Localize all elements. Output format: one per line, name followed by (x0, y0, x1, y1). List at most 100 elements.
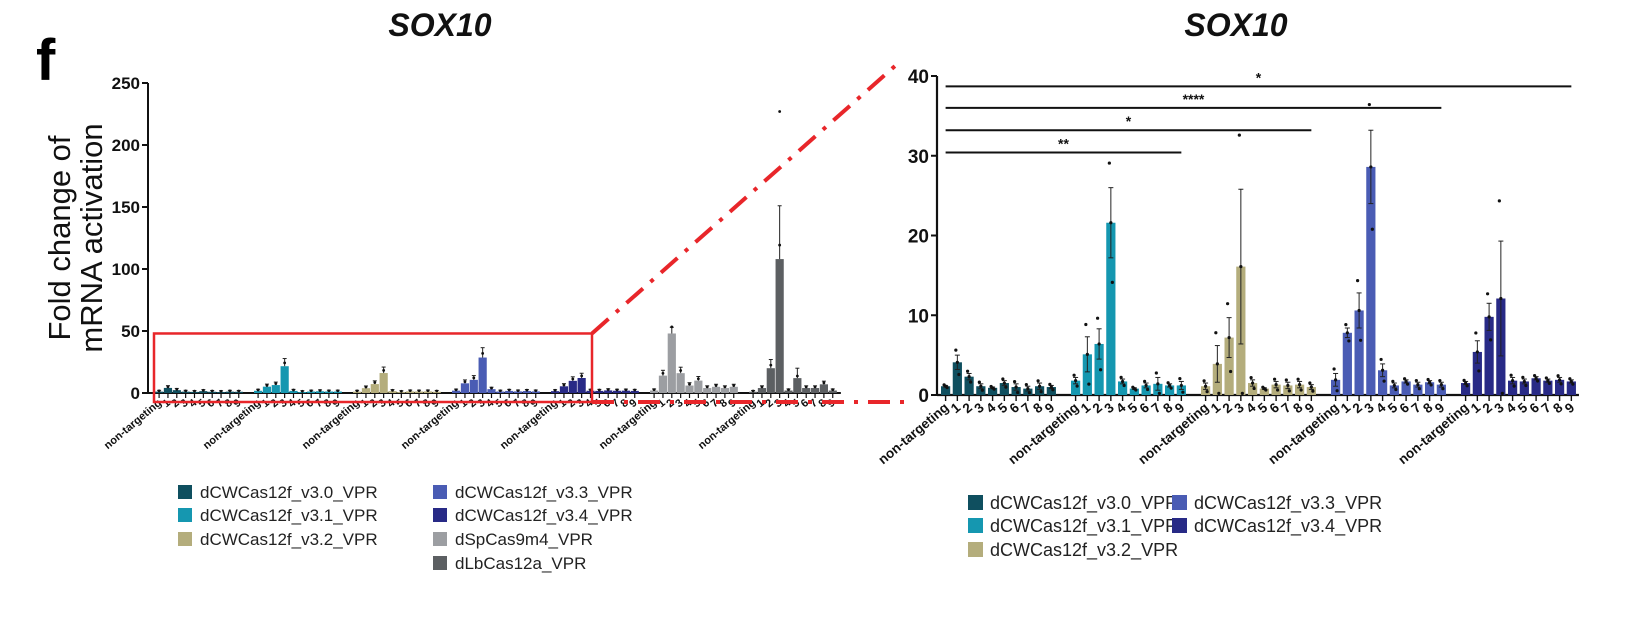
data-point (1156, 382, 1160, 386)
data-point (1464, 381, 1468, 385)
bar (1071, 380, 1081, 395)
data-point (723, 385, 727, 389)
data-point (426, 389, 430, 393)
bar (315, 391, 325, 393)
data-point (1168, 383, 1172, 388)
data-point (1239, 265, 1243, 269)
bar (505, 390, 514, 393)
data-point (1085, 352, 1089, 356)
bar (307, 391, 316, 393)
legend-item: dCWCas12f_v3.2_VPR (968, 540, 1178, 561)
bar (1413, 384, 1423, 395)
data-point (615, 388, 619, 392)
data-point (1024, 382, 1028, 387)
legend-item: dCWCas12f_v3.3_VPR (1172, 493, 1382, 514)
y-tick-label: 250 (112, 74, 140, 93)
data-point (265, 384, 269, 387)
bar (828, 390, 837, 393)
data-point (751, 389, 755, 393)
data-point (1474, 331, 1478, 335)
bar (1342, 332, 1352, 395)
data-point (1534, 376, 1538, 380)
bar (1106, 222, 1116, 395)
data-point (1568, 377, 1572, 381)
bar (1389, 385, 1399, 395)
data-point (1439, 383, 1443, 387)
bar (1566, 381, 1576, 395)
bar (262, 386, 272, 393)
data-point (525, 388, 529, 392)
bar (414, 391, 424, 393)
data-point (1205, 390, 1209, 394)
data-point (408, 389, 412, 393)
data-point (463, 380, 467, 384)
data-point (417, 389, 421, 393)
right-bars (941, 102, 1576, 401)
bar (1425, 382, 1435, 395)
bar (1023, 388, 1033, 395)
data-point (661, 371, 665, 375)
data-point (1379, 357, 1383, 362)
data-point (435, 389, 439, 393)
legend-item: dCWCas12f_v3.2_VPR (178, 530, 378, 549)
data-point (822, 381, 826, 385)
data-point (318, 389, 322, 392)
data-point (382, 369, 386, 372)
data-point (969, 380, 973, 384)
bar (1259, 388, 1269, 395)
legend-label: dCWCas12f_v3.4_VPR (1194, 516, 1382, 537)
data-point (355, 389, 359, 393)
data-point (1382, 379, 1386, 383)
bar (487, 389, 496, 393)
data-point (391, 388, 394, 392)
data-point (1428, 380, 1432, 384)
data-point (795, 374, 799, 378)
bar (469, 379, 478, 393)
data-point (472, 376, 476, 380)
data-point (1274, 383, 1278, 387)
legend-swatch (1172, 518, 1187, 533)
bar (513, 391, 523, 393)
data-point (1179, 383, 1183, 388)
bar (941, 386, 951, 395)
data-point (283, 361, 287, 365)
data-point (1569, 379, 1573, 384)
data-point (1417, 387, 1421, 391)
bar (1283, 385, 1293, 395)
bar (333, 391, 342, 393)
data-point (1214, 331, 1218, 335)
bar (531, 391, 540, 393)
data-point (1544, 376, 1548, 380)
legend-label: dCWCas12f_v3.0_VPR (200, 483, 378, 502)
data-point (1556, 374, 1560, 378)
data-point (228, 389, 232, 393)
bar (999, 383, 1009, 395)
data-point (945, 385, 949, 390)
bar (988, 387, 998, 395)
data-point (1157, 391, 1161, 396)
bar (559, 386, 569, 393)
data-point (256, 388, 260, 392)
data-point (184, 389, 188, 393)
data-point (1522, 379, 1526, 384)
significance-label: * (1126, 113, 1132, 129)
bar (478, 357, 487, 393)
data-point (219, 389, 223, 393)
bar (1118, 381, 1128, 395)
data-point (1251, 381, 1255, 385)
data-point (1119, 375, 1123, 379)
data-point (1335, 389, 1339, 393)
data-point (516, 389, 520, 393)
data-point (1096, 316, 1100, 320)
bar (766, 368, 775, 393)
bar (676, 373, 685, 393)
bar (361, 388, 371, 393)
significance-brackets: ******** (945, 69, 1572, 154)
bar (379, 373, 388, 393)
data-point (1392, 383, 1396, 388)
y-tick-label: 0 (918, 386, 929, 407)
bar (280, 366, 289, 393)
data-point (1521, 375, 1525, 379)
data-point (1404, 379, 1408, 384)
